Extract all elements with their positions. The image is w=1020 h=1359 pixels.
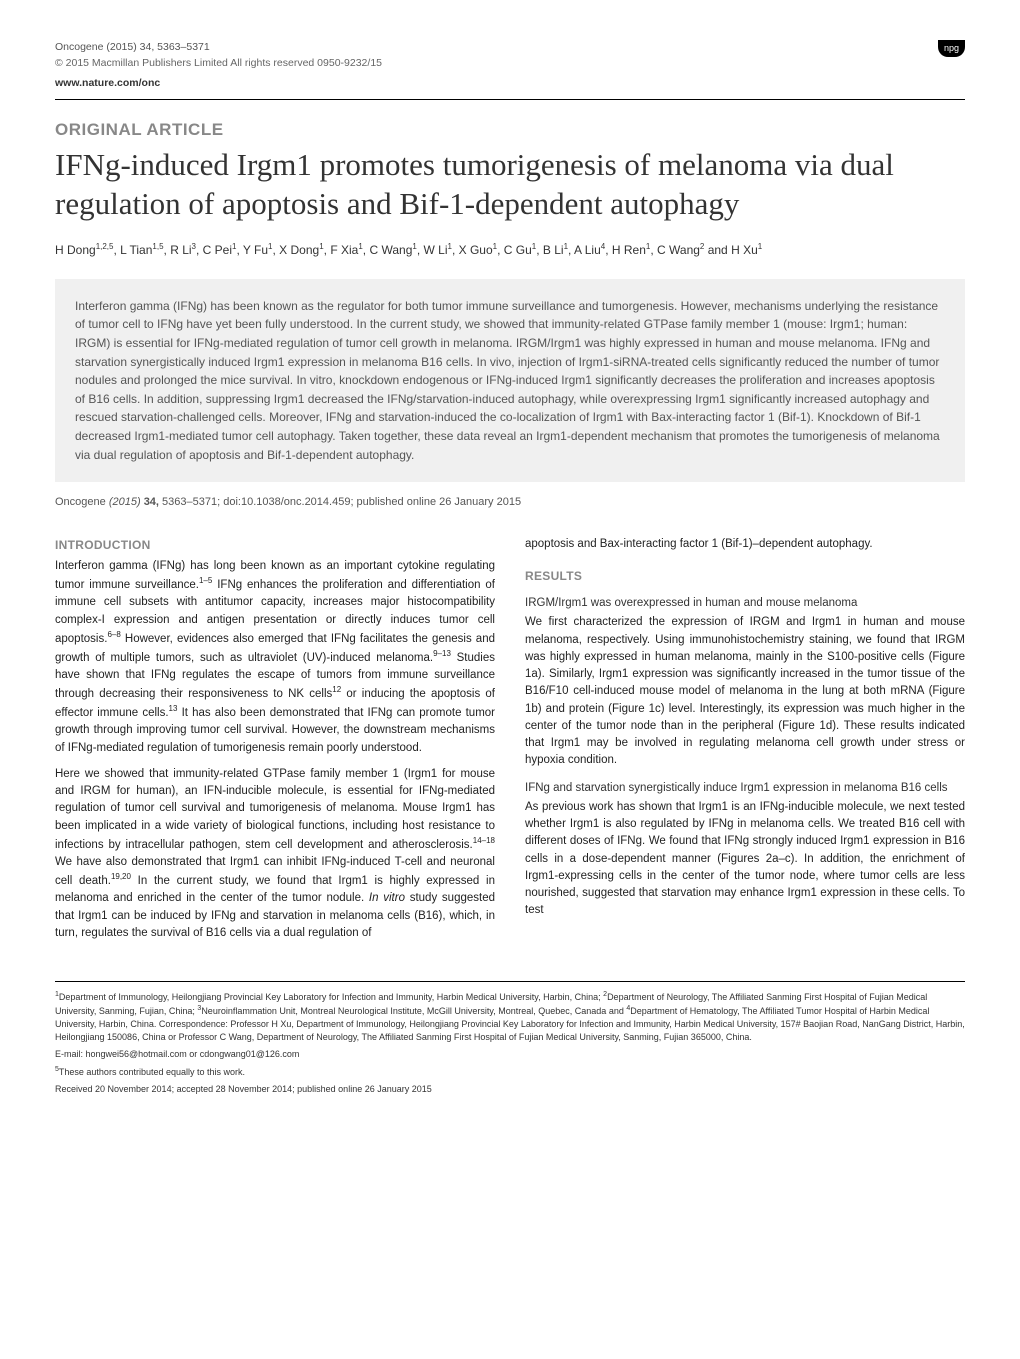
email-line: E-mail: hongwei56@hotmail.com or cdongwa…	[55, 1048, 965, 1061]
npg-badge: npg	[938, 40, 965, 57]
citation-line: Oncogene (2015) 34, 5363–5371; doi:10.10…	[55, 496, 965, 508]
results-sub-1: IRGM/Irgm1 was overexpressed in human an…	[525, 595, 965, 611]
header-divider	[55, 99, 965, 100]
body-columns: INTRODUCTION Interferon gamma (IFNg) has…	[55, 536, 965, 951]
results-para-1: We first characterized the expression of…	[525, 614, 965, 769]
page-header: Oncogene (2015) 34, 5363–5371 © 2015 Mac…	[55, 40, 965, 91]
received-line: Received 20 November 2014; accepted 28 N…	[55, 1083, 965, 1096]
journal-line: Oncogene (2015) 34, 5363–5371	[55, 40, 382, 56]
page-footer: 1Department of Immunology, Heilongjiang …	[55, 981, 965, 1096]
intro-para-1: Interferon gamma (IFNg) has long been kn…	[55, 558, 495, 757]
website-url: www.nature.com/onc	[55, 76, 382, 92]
affiliations: 1Department of Immunology, Heilongjiang …	[55, 990, 965, 1044]
results-sub-2: IFNg and starvation synergistically indu…	[525, 780, 965, 796]
right-column: apoptosis and Bax-interacting factor 1 (…	[525, 536, 965, 951]
article-title: IFNg-induced Irgm1 promotes tumorigenesi…	[55, 146, 965, 224]
results-para-2: As previous work has shown that Irgm1 is…	[525, 799, 965, 920]
results-heading: RESULTS	[525, 567, 965, 585]
article-type: ORIGINAL ARTICLE	[55, 120, 965, 140]
intro-heading: INTRODUCTION	[55, 536, 495, 554]
intro-continuation: apoptosis and Bax-interacting factor 1 (…	[525, 536, 965, 553]
header-meta: Oncogene (2015) 34, 5363–5371 © 2015 Mac…	[55, 40, 382, 91]
intro-para-2: Here we showed that immunity-related GTP…	[55, 766, 495, 942]
abstract-box: Interferon gamma (IFNg) has been known a…	[55, 279, 965, 482]
equal-contribution: 5These authors contributed equally to th…	[55, 1065, 965, 1079]
copyright-line: © 2015 Macmillan Publishers Limited All …	[55, 56, 382, 72]
left-column: INTRODUCTION Interferon gamma (IFNg) has…	[55, 536, 495, 951]
author-list: H Dong1,2,5, L Tian1,5, R Li3, C Pei1, Y…	[55, 242, 965, 257]
